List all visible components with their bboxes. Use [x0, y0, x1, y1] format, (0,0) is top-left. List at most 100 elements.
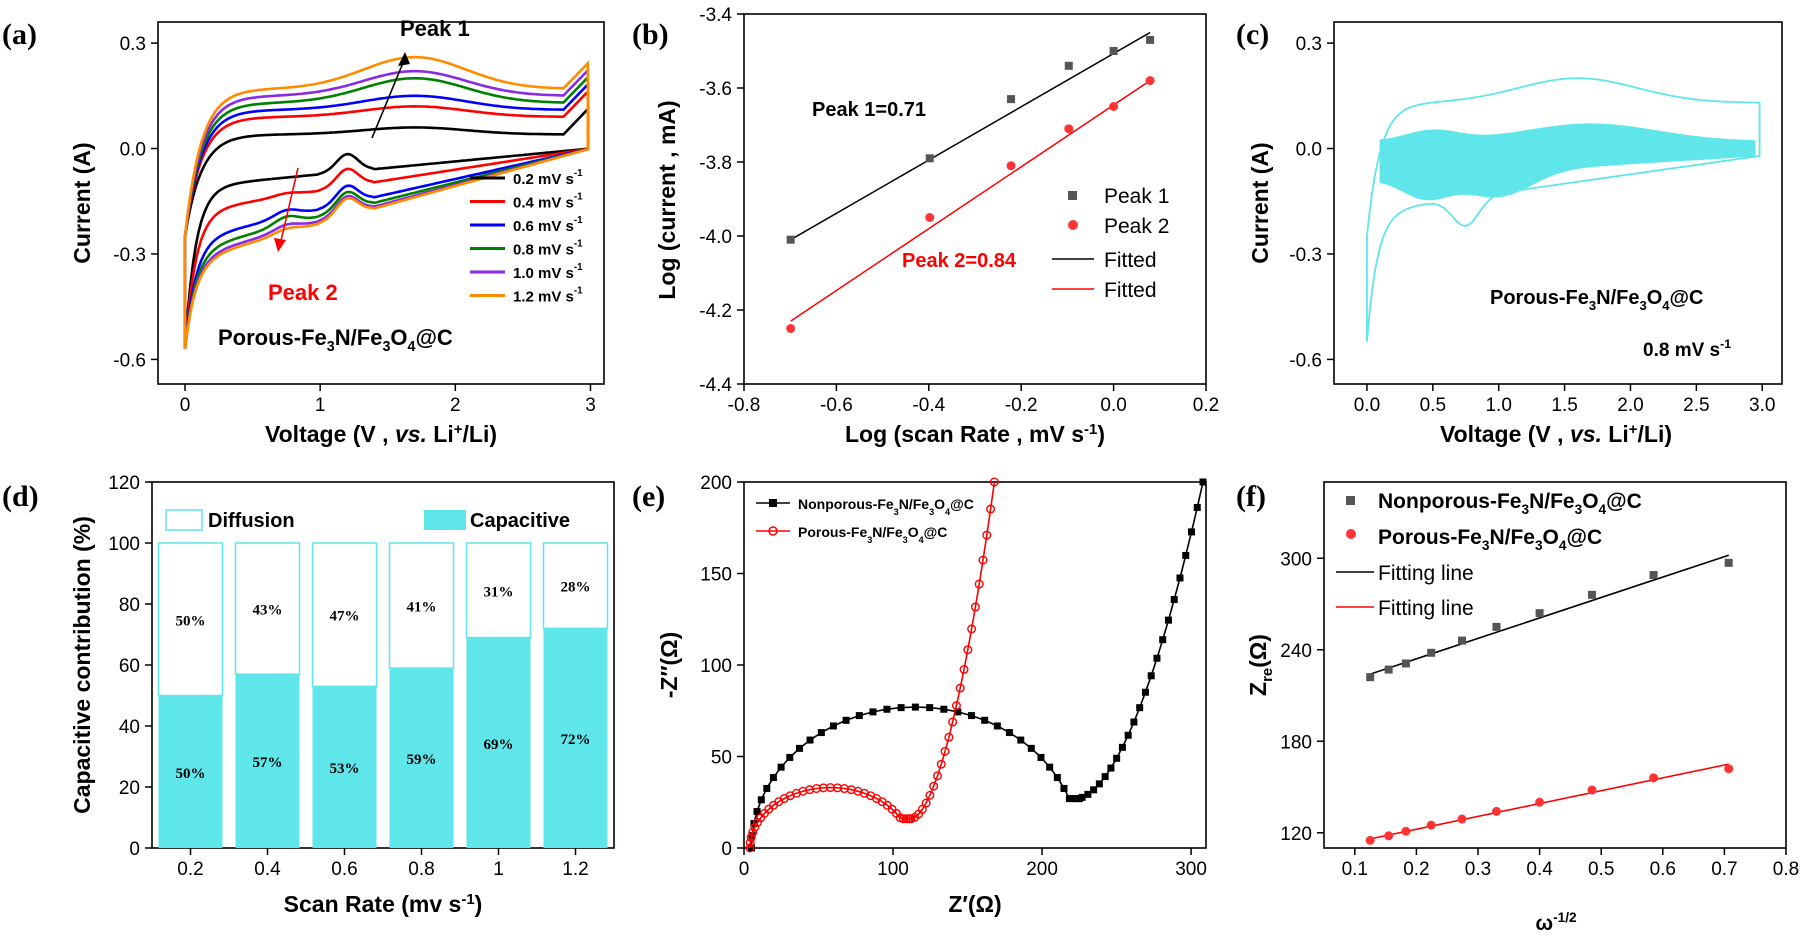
bar-label-diffusion: 28% — [561, 580, 591, 596]
legend-swatch — [769, 499, 777, 507]
y-axis-label: -Z″(Ω) — [656, 632, 682, 698]
legend-label: Capacitive — [470, 510, 570, 532]
y-tick-label: -4.4 — [699, 375, 732, 396]
data-point — [1145, 76, 1155, 86]
plot-frame — [743, 13, 1207, 385]
data-point — [1146, 35, 1155, 44]
y-axis-label: Log (current , mA) — [654, 100, 680, 299]
y-tick-label: 80 — [119, 595, 140, 616]
bar-label-capacitive: 53% — [330, 761, 360, 777]
x-tick-label: 1 — [493, 859, 504, 880]
cv-curve — [183, 55, 590, 350]
panel-b: -0.8 -0.6 -0.4 -0.2 0.0 0.2 -4.4 -4.2 -4.0 -3.8 -3… — [632, 5, 1219, 447]
bar-label-diffusion: 43% — [253, 603, 283, 619]
data-point — [1046, 763, 1054, 771]
y-axis-label: Current (A) — [1247, 142, 1273, 263]
data-point — [925, 154, 934, 163]
data-point — [748, 827, 758, 837]
data-point — [1199, 478, 1207, 486]
x-tick-label: 0.6 — [331, 859, 357, 880]
y-tick-label: -0.6 — [113, 350, 146, 371]
legend-swatch — [1068, 220, 1078, 230]
data-point — [817, 729, 825, 737]
data-point — [932, 771, 942, 781]
legend-label: Nonporous-Fe3N/Fe3O4@C — [798, 496, 974, 517]
data-point — [1724, 764, 1734, 774]
data-point — [1188, 528, 1196, 536]
data-point — [1535, 609, 1544, 618]
data-point — [1109, 47, 1118, 55]
data-point — [1007, 95, 1016, 104]
data-point — [1384, 665, 1393, 674]
panel-c: 0.0 0.5 1.0 1.5 2.0 2.5 3.0 -0.6 -0.3 0.0 0.3 (c) Vo… — [1236, 18, 1783, 447]
bar-diffusion — [388, 542, 455, 669]
x-axis-label: ω-1/2 — [1535, 910, 1577, 935]
x-tick-label: 0.0 — [1354, 395, 1380, 416]
legend-swatch — [768, 526, 778, 536]
x-tick-label: 3.0 — [1749, 395, 1775, 416]
data-point — [970, 602, 980, 612]
fit-line — [1370, 763, 1729, 840]
data-point — [1006, 161, 1016, 171]
bar-capacitive — [466, 637, 531, 848]
x-tick-label: 0.5 — [1420, 395, 1446, 416]
plot-frame — [1333, 21, 1783, 385]
data-point — [1017, 736, 1025, 744]
panel-label: (f) — [1236, 480, 1266, 513]
legend-swatch — [1346, 496, 1355, 505]
data-point — [1053, 774, 1061, 782]
data-point — [806, 736, 814, 744]
annotation-peak1: Peak 1=0.71 — [812, 99, 926, 121]
bar-label-capacitive: 59% — [407, 752, 437, 768]
y-tick-label: 20 — [119, 778, 140, 799]
data-point — [955, 683, 965, 693]
data-point — [1426, 820, 1436, 830]
data-point — [1587, 590, 1596, 599]
bar-label-capacitive: 57% — [253, 755, 283, 771]
data-point — [1153, 654, 1161, 662]
annotation-peak1: Peak 1 — [400, 16, 470, 41]
x-tick-label: -0.2 — [1005, 395, 1038, 416]
data-point — [936, 759, 946, 769]
y-tick-label: 120 — [108, 473, 140, 494]
cv-curve — [183, 81, 590, 350]
data-point — [1005, 729, 1013, 737]
data-point — [786, 324, 796, 333]
y-tick-label: 40 — [119, 717, 140, 738]
panel-label: (c) — [1236, 18, 1269, 51]
data-point — [745, 843, 755, 853]
data-point — [967, 712, 975, 720]
y-axis-label: Current (A) — [69, 142, 95, 263]
data-point — [1401, 826, 1411, 836]
bar-diffusion — [311, 542, 378, 688]
rate-label: 0.8 mV s-1 — [1643, 337, 1731, 361]
data-point — [753, 808, 761, 816]
data-point — [829, 722, 837, 730]
data-point — [1457, 814, 1467, 824]
bar-diffusion — [234, 542, 301, 675]
bar-diffusion — [157, 542, 224, 697]
legend-label: 0.2 mV s-1 — [513, 168, 583, 188]
data-point — [1384, 831, 1394, 841]
data-point — [1724, 558, 1733, 567]
data-point — [786, 235, 795, 244]
x-tick-label: 0.8 — [1773, 859, 1799, 880]
y-axis-label: Capacitive contribution (%) — [69, 516, 95, 814]
data-point — [763, 784, 771, 792]
y-tick-label: -4.2 — [699, 301, 732, 322]
annotation-arrowhead — [398, 52, 410, 66]
x-tick-label: 0.2 — [1403, 859, 1429, 880]
legend-swatch — [1346, 529, 1356, 539]
sample-label: Porous-Fe3N/Fe3O4@C — [218, 325, 453, 355]
bar-label-capacitive: 72% — [561, 732, 591, 748]
annotation-peak2: Peak 2 — [268, 280, 338, 305]
data-point — [1027, 744, 1035, 752]
data-point — [1535, 797, 1545, 807]
x-tick-label: -0.8 — [728, 395, 761, 416]
data-point — [1587, 785, 1597, 795]
x-tick-label: 0 — [180, 395, 191, 416]
data-point — [1064, 61, 1073, 70]
data-point — [1365, 835, 1375, 845]
bar-diffusion — [542, 542, 609, 630]
bar-label-capacitive: 69% — [484, 737, 514, 753]
